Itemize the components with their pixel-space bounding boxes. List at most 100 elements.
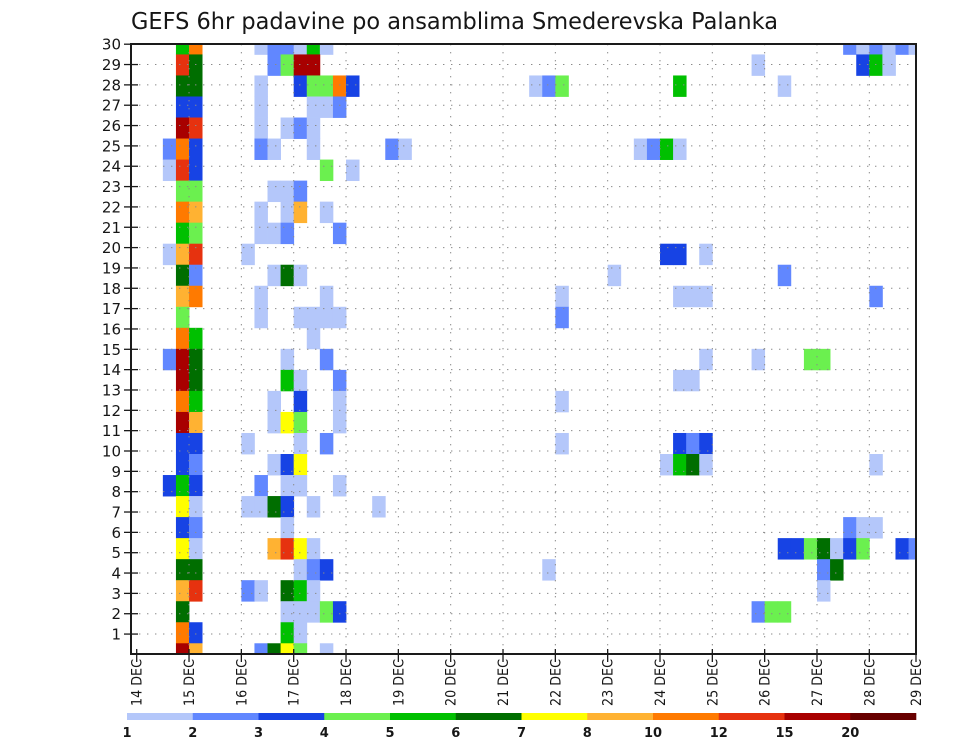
heatmap-cell — [175, 411, 190, 434]
heatmap-cell — [162, 475, 177, 497]
heatmap-cell — [267, 496, 281, 518]
heatmap-cell — [267, 44, 281, 55]
heatmap-cell — [175, 54, 190, 76]
heatmap-cell — [175, 75, 190, 97]
heatmap-cell — [306, 138, 321, 160]
y-tick-label: 29 — [102, 56, 121, 74]
heatmap-cell — [319, 306, 334, 329]
heatmap-cell — [660, 454, 674, 476]
heatmap-cell — [306, 44, 321, 55]
x-tick-label: 19 DEC — [391, 659, 407, 706]
heatmap-cell — [293, 201, 308, 224]
heatmap-cell — [189, 559, 203, 581]
heatmap-cell — [830, 538, 844, 560]
y-tick-label: 11 — [102, 422, 121, 440]
x-tick-label: 26 DEC — [758, 659, 774, 706]
x-tick-label: 15 DEC — [182, 659, 198, 706]
heatmap-cell — [699, 243, 713, 266]
heatmap-cell — [306, 75, 321, 97]
heatmap-cell — [895, 44, 909, 55]
heatmap-cell — [267, 222, 281, 245]
y-tick-label: 24 — [102, 158, 121, 176]
heatmap-cell — [280, 538, 295, 560]
heatmap-cell — [189, 390, 203, 413]
heatmap-cell — [254, 75, 268, 97]
heatmap-cell — [254, 475, 268, 497]
heatmap-cell — [306, 559, 321, 581]
colorbar-label: 15 — [775, 726, 793, 741]
heatmap-cell — [319, 75, 334, 97]
heatmap-cell — [777, 75, 792, 97]
heatmap-cell — [267, 454, 281, 476]
heatmap-cell — [346, 75, 360, 97]
colorbar-swatch — [192, 713, 259, 720]
heatmap-cell — [673, 432, 687, 455]
heatmap-cell — [189, 117, 203, 139]
heatmap-cell — [790, 538, 805, 560]
heatmap-cell — [175, 44, 190, 55]
heatmap-cell — [293, 538, 308, 560]
heatmap-cell — [280, 475, 295, 497]
heatmap-cell — [280, 201, 295, 224]
heatmap-cell — [699, 454, 713, 476]
heatmap-cell — [332, 390, 347, 413]
heatmap-cell — [319, 601, 334, 623]
heatmap-cell — [332, 475, 347, 497]
heatmap-cell — [175, 222, 190, 245]
heatmap-cell — [254, 96, 268, 118]
heatmap-cell — [882, 54, 896, 76]
x-tick-label: 28 DEC — [862, 659, 878, 706]
heatmap-cell — [306, 496, 321, 518]
y-tick-label: 21 — [102, 219, 121, 237]
heatmap-cell — [280, 44, 295, 55]
heatmap-cell — [542, 559, 556, 581]
heatmap-cell — [189, 243, 203, 266]
heatmap-cell — [254, 580, 268, 602]
heatmap-cell — [777, 601, 792, 623]
heatmap-cell — [189, 643, 203, 654]
heatmap-cell — [175, 538, 190, 560]
heatmap-cell — [189, 138, 203, 160]
heatmap-cell — [346, 159, 360, 182]
heatmap-cell — [280, 517, 295, 539]
heatmap-cell — [830, 559, 844, 581]
heatmap-cell — [673, 75, 687, 97]
heatmap-cell — [280, 496, 295, 518]
heatmap-cell — [189, 517, 203, 539]
colorbar-label: 5 — [385, 726, 394, 741]
heatmap-cell — [293, 643, 308, 654]
y-tick-label: 15 — [102, 341, 121, 359]
x-tick-label: 27 DEC — [810, 659, 826, 706]
y-tick-label: 30 — [102, 36, 121, 54]
x-tick-label: 14 DEC — [130, 659, 146, 706]
heatmap-cell — [699, 432, 713, 455]
x-tick-label: 17 DEC — [287, 659, 303, 706]
heatmap-cell — [280, 117, 295, 139]
heatmap-cell — [162, 348, 177, 371]
heatmap-cell — [895, 538, 909, 560]
colorbar-swatch — [390, 713, 457, 720]
heatmap-cell — [306, 96, 321, 118]
heatmap-cell — [241, 243, 255, 266]
colorbar-legend: 1 2 3 4 5 6 7 8 10 12 15 20 — [122, 713, 917, 741]
heatmap-cell — [816, 348, 831, 371]
heatmap-cell — [267, 180, 281, 203]
heatmap-cell — [555, 285, 569, 308]
heatmap-cell — [673, 138, 687, 160]
heatmap-cell — [254, 643, 268, 654]
heatmap-cell — [241, 496, 255, 518]
x-tick-label: 16 DEC — [234, 659, 250, 706]
heatmap-cell — [803, 538, 818, 560]
heatmap-cell — [306, 117, 321, 139]
colorbar-label: 10 — [644, 726, 662, 741]
heatmap-cell — [175, 517, 190, 539]
heatmap-cell — [319, 559, 334, 581]
heatmap-cell — [293, 369, 308, 392]
heatmap-cell — [254, 138, 268, 160]
heatmap-cell — [699, 348, 713, 371]
heatmap-cell — [293, 44, 308, 55]
y-tick-label: 13 — [102, 381, 121, 399]
heatmap-cell — [555, 432, 569, 455]
colorbar-label: 7 — [517, 726, 526, 741]
heatmap-cell — [162, 159, 177, 182]
